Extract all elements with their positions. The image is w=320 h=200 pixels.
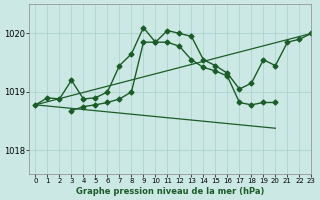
X-axis label: Graphe pression niveau de la mer (hPa): Graphe pression niveau de la mer (hPa): [76, 187, 265, 196]
